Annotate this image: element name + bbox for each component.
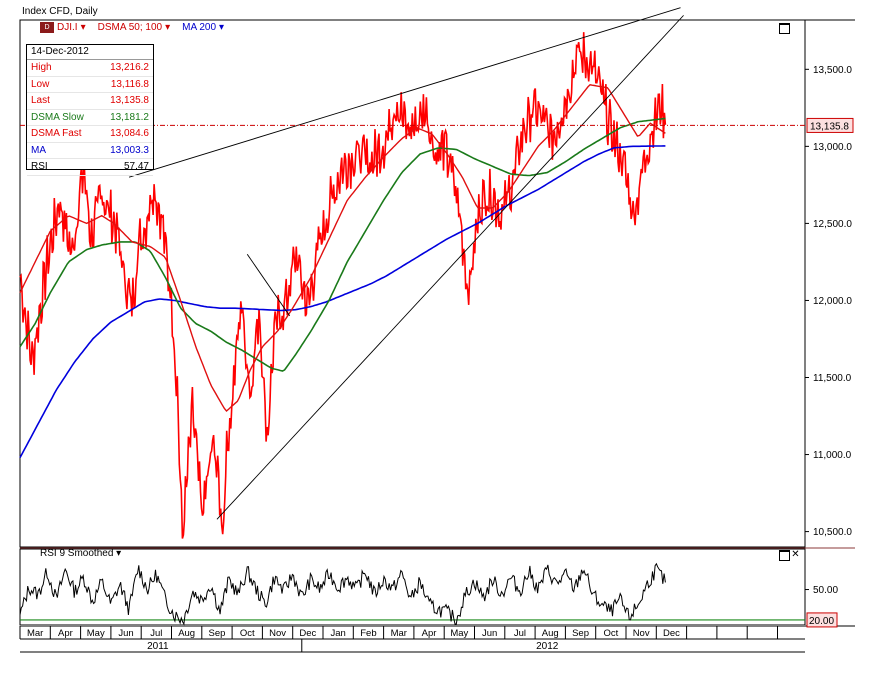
trendline — [216, 15, 684, 520]
maximize-panel-icon[interactable] — [779, 23, 790, 34]
x-tick-label: Sep — [572, 628, 589, 639]
rsi-y-tick-label: 50.00 — [813, 585, 838, 596]
data-window-row-value: 57.47 — [123, 161, 149, 172]
x-tick-label: Mar — [391, 628, 407, 639]
x-tick-label: Apr — [58, 628, 73, 639]
y-tick-label: 12,000.0 — [813, 296, 852, 307]
x-tick-label: Oct — [240, 628, 255, 639]
x-tick-label: Sep — [208, 628, 225, 639]
data-window-row: Low 13,116.8 — [27, 77, 153, 93]
data-window-row-label: Low — [31, 78, 50, 90]
legend-symbol[interactable]: D DJI.I ▾ — [40, 22, 86, 33]
rsi-series — [19, 562, 666, 626]
data-window-row-value: 13,084.6 — [110, 128, 149, 139]
chevron-down-icon: ▾ — [165, 22, 171, 33]
data-window-date: 14-Dec-2012 — [27, 45, 153, 60]
x-tick-label: Dec — [663, 628, 680, 639]
y-tick-label: 13,000.0 — [813, 142, 852, 153]
symbol-icon: D — [40, 22, 54, 33]
legend-symbol-label: DJI.I — [57, 22, 78, 33]
x-tick-label: Oct — [603, 628, 618, 639]
x-tick-label: Jan — [330, 628, 345, 639]
rsi-panel-label: RSI 9 Smoothed — [40, 548, 114, 559]
y-tick-label: 12,500.0 — [813, 219, 852, 230]
data-window-row-label: High — [31, 62, 52, 73]
data-window-row-value: 13,216.2 — [110, 62, 149, 73]
chevron-down-icon: ▾ — [116, 548, 122, 559]
close-rsi-panel-icon[interactable]: ✕ — [791, 549, 800, 560]
x-tick-label: Feb — [360, 628, 376, 639]
data-window-row: DSMA Fast 13,084.6 — [27, 126, 153, 143]
x-tick-label: Jun — [482, 628, 497, 639]
legend-dsma[interactable]: DSMA 50; 100 ▾ — [98, 22, 171, 33]
data-window-row: High 13,216.2 — [27, 60, 153, 77]
last-price-tag-box — [806, 117, 854, 133]
data-window-row-label: DSMA Fast — [31, 128, 82, 139]
data-window-row-label: RSI — [31, 161, 48, 172]
data-window-row-value: 13,181.2 — [110, 111, 149, 123]
x-tick-label: Nov — [269, 628, 286, 639]
legend-ma-label: MA 200 — [182, 22, 217, 33]
rsi-panel-frame — [19, 548, 806, 626]
x-tick-label: May — [450, 628, 468, 639]
rsi-level-tag: 20.00 — [809, 616, 834, 627]
x-tick-label: Mar — [27, 628, 43, 639]
legend-bar: D DJI.I ▾ DSMA 50; 100 ▾ MA 200 ▾ — [40, 22, 224, 33]
data-window-row: RSI 57.47 — [27, 159, 153, 176]
last-price-tag: 13,135.8 — [810, 121, 849, 132]
year-label: 2012 — [536, 641, 559, 652]
x-tick-label: Jun — [118, 628, 133, 639]
window-title: Index CFD, Daily — [22, 6, 98, 17]
trendline — [128, 7, 681, 178]
x-tick-label: Dec — [299, 628, 316, 639]
maximize-rsi-panel-icon[interactable] — [779, 550, 790, 561]
legend-dsma-label: DSMA 50; 100 — [97, 22, 163, 33]
rsi-level-tag-box — [806, 612, 838, 628]
trendline — [246, 253, 291, 317]
data-window-row-value: 13,116.8 — [110, 78, 149, 90]
x-tick-label: Aug — [178, 628, 195, 639]
data-window-row-label: DSMA Slow — [31, 111, 84, 123]
data-window-row-label: MA — [31, 144, 46, 156]
data-window-row: MA 13,003.3 — [27, 143, 153, 159]
x-tick-label: May — [87, 628, 105, 639]
chevron-down-icon: ▾ — [80, 22, 86, 33]
legend-ma[interactable]: MA 200 ▾ — [182, 22, 224, 33]
x-tick-label: Aug — [542, 628, 559, 639]
x-tick-label: Apr — [422, 628, 437, 639]
data-window: 14-Dec-2012 High 13,216.2 Low 13,116.8 Last 1… — [26, 44, 154, 176]
x-tick-label: Jul — [150, 628, 162, 639]
data-window-row-value: 13,003.3 — [110, 144, 149, 156]
y-tick-label: 10,500.0 — [813, 527, 852, 538]
rsi-panel-title[interactable]: RSI 9 Smoothed ▾ — [40, 548, 121, 559]
dsma-slow-series — [19, 117, 666, 372]
chevron-down-icon: ▾ — [219, 22, 225, 33]
x-tick-label: Nov — [633, 628, 650, 639]
data-window-row: Last 13,135.8 — [27, 93, 153, 110]
y-tick-label: 13,500.0 — [813, 65, 852, 76]
x-tick-label: Jul — [514, 628, 526, 639]
year-label: 2011 — [147, 641, 169, 652]
ma-200-series — [19, 145, 666, 458]
y-tick-label: 11,000.0 — [813, 450, 852, 461]
data-window-row-label: Last — [31, 95, 50, 106]
data-window-row-value: 13,135.8 — [110, 95, 149, 106]
y-tick-label: 11,500.0 — [813, 373, 852, 384]
data-window-row: DSMA Slow 13,181.2 — [27, 110, 153, 126]
